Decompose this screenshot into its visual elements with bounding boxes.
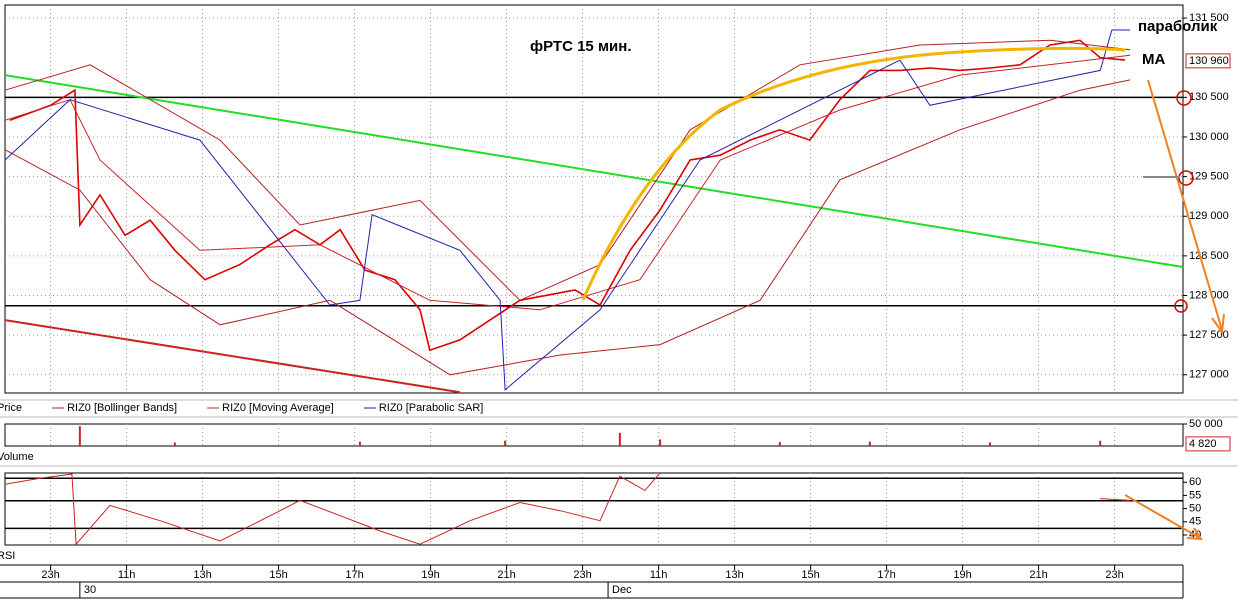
level-marker: [1176, 90, 1192, 106]
legend-label: RIZ0 [Bollinger Bands]: [67, 402, 177, 414]
x-tick-label: 23h: [1105, 569, 1123, 581]
x-tick-label: 17h: [345, 569, 363, 581]
forecast-arrow: [1147, 79, 1223, 331]
x-tick-label: 11h: [118, 569, 136, 581]
y-tick-label: 50: [1189, 503, 1201, 515]
panel-label: Volume: [0, 451, 34, 463]
annotation: параболик: [1138, 18, 1218, 35]
series-line: [4, 54, 1131, 311]
y-tick-label: 45: [1189, 516, 1201, 528]
last-value-box: [1185, 436, 1231, 452]
y-tick-label: 55: [1189, 489, 1201, 501]
y-tick-label: 128 000: [1189, 289, 1229, 301]
y-tick-label: 129 000: [1189, 210, 1229, 222]
parabolic-sketch: [581, 46, 1126, 301]
last-value-label: 4 820: [1189, 438, 1217, 450]
x-tick-label: 13h: [193, 569, 211, 581]
x-tick-label: 23h: [41, 569, 59, 581]
legend-label: RIZ0 [Parabolic SAR]: [379, 402, 484, 414]
series-line: [4, 319, 461, 394]
legend-label: RIZ0 [Moving Average]: [222, 402, 334, 414]
date-label: 30: [84, 584, 96, 596]
last-value-box: [1185, 53, 1231, 69]
series-line: [4, 39, 1131, 301]
volume-bar: [173, 442, 176, 446]
x-tick-label: 15h: [269, 569, 287, 581]
panel-label: RSI: [0, 550, 15, 562]
volume-bar: [988, 442, 991, 446]
x-tick-label: 11h: [650, 569, 668, 581]
y-tick-label: 128 500: [1189, 250, 1229, 262]
volume-bar: [78, 426, 81, 446]
y-tick-label: 130 500: [1189, 91, 1229, 103]
x-tick-label: 13h: [725, 569, 743, 581]
chart-title: фРТС 15 мин.: [530, 38, 632, 55]
x-tick-label: 21h: [1029, 569, 1047, 581]
arrow-head: [1211, 313, 1225, 335]
y-tick-label: 127 500: [1189, 329, 1229, 341]
x-tick-label: 21h: [497, 569, 515, 581]
last-value-label: 130 960: [1189, 55, 1229, 67]
x-tick-label: 19h: [953, 569, 971, 581]
arrow-head: [1186, 527, 1203, 541]
series-line: [9, 39, 1125, 352]
x-tick-label: 19h: [421, 569, 439, 581]
x-tick-label: 15h: [801, 569, 819, 581]
series-line: [4, 74, 1184, 268]
x-tick-label: 23h: [573, 569, 591, 581]
rsi-arrow: [1124, 494, 1201, 539]
date-label: Dec: [612, 584, 632, 596]
series-line: [1100, 498, 1131, 501]
volume-bar: [504, 440, 507, 446]
series-line: [4, 472, 661, 546]
volume-bar: [358, 441, 361, 446]
series-line: [4, 29, 1131, 391]
volume-bar: [868, 441, 871, 446]
volume-bar: [618, 432, 621, 446]
volume-bar: [1099, 440, 1102, 446]
plot-layer: 23h 11h 13h 15h 17h 19h 21h 23h 11h 13h 15h 17h 19h 2…: [0, 5, 1231, 598]
y-tick-label: 127 000: [1189, 369, 1229, 381]
y-tick-label: 50 000: [1189, 418, 1223, 430]
volume-bar: [778, 442, 781, 446]
y-tick-label: 129 500: [1189, 171, 1229, 183]
annotation: MA: [1142, 51, 1165, 68]
volume-panel-frame: [4, 423, 1184, 447]
y-tick-label: 60: [1189, 476, 1201, 488]
x-tick-label: 17h: [877, 569, 895, 581]
y-tick-label: 130 000: [1189, 131, 1229, 143]
volume-bar: [659, 439, 662, 446]
y-tick-label: 131 500: [1189, 12, 1229, 24]
series-line: [4, 79, 1131, 376]
legend-label: Price: [0, 402, 22, 414]
level-marker: [1174, 299, 1188, 313]
